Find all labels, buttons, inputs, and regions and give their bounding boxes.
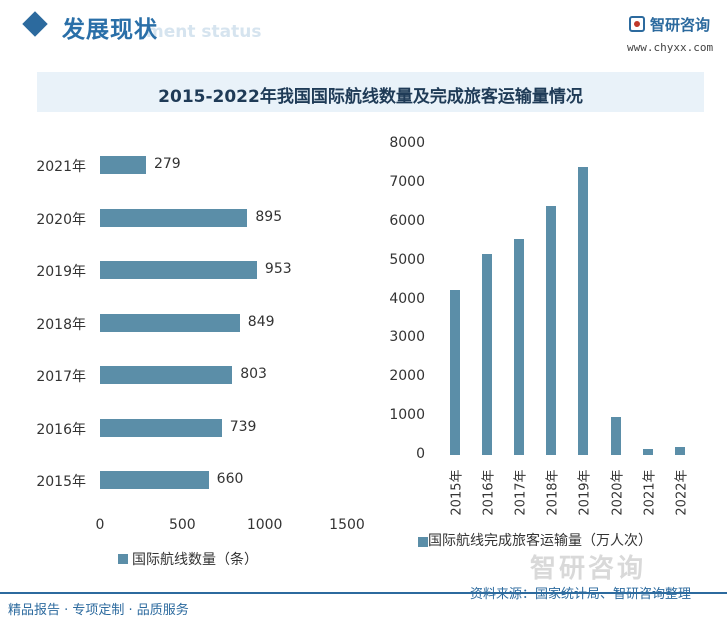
category-label: 2017年 (36, 369, 86, 385)
category-label: 2021年 (36, 159, 86, 175)
bar (100, 366, 233, 384)
y-tick-label: 8000 (389, 135, 425, 151)
category-label: 2019年 (577, 469, 593, 516)
bar (610, 416, 621, 455)
bar (450, 289, 460, 455)
category-label: 2022年 (674, 469, 690, 516)
x-tick-label: 0 (95, 517, 105, 533)
legend-label: 国际航线完成旅客运输量（万人次） (428, 533, 652, 549)
data-label: 895 (255, 208, 283, 225)
category-label: 2020年 (36, 211, 86, 228)
y-tick-label: 3000 (389, 329, 425, 346)
bar (100, 156, 146, 174)
source-note: 资料来源：国家统计局、智研咨询整理 (470, 587, 692, 602)
bar (546, 206, 557, 455)
bar (100, 208, 248, 227)
chart-title: 2015-2022年我国国际航线数量及完成旅客运输量情况 (158, 87, 583, 107)
bar (100, 261, 257, 279)
x-tick-label: 1000 (246, 517, 283, 533)
legend-swatch (418, 537, 428, 547)
category-label: 2016年 (36, 421, 86, 438)
section-subtitle: ment status (146, 22, 262, 42)
data-label: 953 (264, 261, 292, 277)
y-tick-label: 1000 (389, 407, 425, 424)
chart-title-band: 2015-2022年我国国际航线数量及完成旅客运输量情况 (37, 72, 704, 112)
bar (482, 253, 493, 455)
logo-name: 智研咨询 (650, 16, 711, 34)
page-header: ment status 发展现状 智研咨询 www.chyxx.com (0, 0, 727, 66)
bar (674, 447, 685, 455)
bar (514, 239, 525, 455)
data-label: 803 (240, 366, 267, 382)
bar (100, 471, 209, 489)
y-tick-label: 0 (416, 446, 425, 462)
category-label: 2015年 (449, 469, 465, 516)
bar (578, 166, 589, 455)
bar (100, 313, 240, 332)
bar (642, 449, 653, 455)
x-tick-label: 500 (168, 517, 196, 533)
data-label: 849 (247, 313, 275, 330)
x-tick-label: 1500 (329, 517, 365, 533)
footer-divider (0, 592, 727, 594)
logo-url: www.chyxx.com (627, 41, 714, 54)
legend-label: 国际航线数量（条） (132, 552, 258, 568)
bar (100, 418, 222, 437)
category-label: 2020年 (610, 469, 625, 516)
y-tick-label: 6000 (389, 212, 425, 229)
logo-icon (629, 16, 645, 32)
category-label: 2021年 (642, 469, 658, 516)
category-label: 2019年 (36, 264, 86, 280)
category-label: 2015年 (36, 474, 86, 490)
legend-swatch (118, 554, 128, 564)
y-tick-label: 7000 (389, 173, 425, 190)
category-label: 2017年 (513, 469, 529, 516)
data-label: 739 (229, 418, 257, 435)
category-label: 2018年 (36, 316, 86, 333)
y-tick-label: 4000 (389, 290, 425, 307)
category-label: 2016年 (481, 469, 497, 516)
category-label: 2018年 (545, 469, 561, 516)
data-label: 279 (153, 156, 181, 172)
data-label: 660 (216, 471, 244, 487)
footer-slogan: 精品报告 · 专项定制 · 品质服务 (8, 603, 189, 618)
brand-watermark: 智研咨询 (530, 554, 647, 584)
y-tick-label: 5000 (389, 251, 425, 268)
y-tick-label: 2000 (389, 368, 425, 385)
section-title: 发展现状 (62, 17, 158, 43)
